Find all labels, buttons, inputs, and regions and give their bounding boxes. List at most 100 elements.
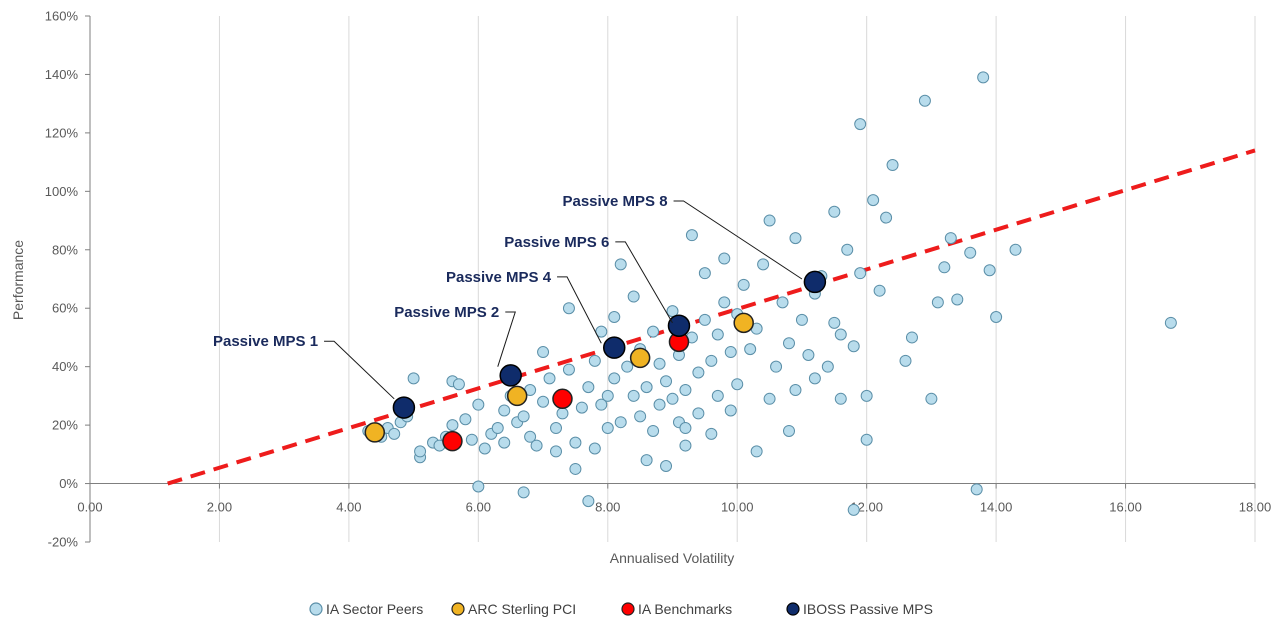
- peer-point: [763, 214, 776, 227]
- peer-point: [834, 392, 847, 405]
- peer-point: [854, 118, 867, 131]
- peer-point: [795, 313, 808, 326]
- peer-point: [698, 313, 711, 326]
- peer-point: [601, 389, 614, 402]
- peer-point: [543, 372, 556, 385]
- y-tick-label: 140%: [45, 67, 79, 82]
- peer-point: [647, 325, 660, 338]
- y-tick-label: 20%: [52, 418, 78, 433]
- peer-point: [731, 378, 744, 391]
- mps-point: [667, 314, 691, 338]
- peer-point: [562, 363, 575, 376]
- axes: 0.00 2.00 4.00 6.00 8.00 10.00 12.00 14.00 16.00…: [45, 9, 1272, 550]
- legend: IA Sector Peers ARC Sterling PCI IA Benchm…: [309, 601, 933, 617]
- peer-point: [692, 366, 705, 379]
- peer-point: [737, 278, 750, 291]
- peer-point: [530, 439, 543, 452]
- peer-point: [828, 205, 841, 218]
- peer-point: [621, 360, 634, 373]
- peer-point: [938, 261, 951, 274]
- peer-point: [550, 422, 562, 435]
- peer-point: [569, 462, 582, 475]
- annotations: Passive MPS 1 Passive MPS 2 Passive MPS 4 P…: [213, 193, 803, 400]
- peer-point: [640, 381, 653, 394]
- peer-point: [847, 340, 860, 353]
- peer-point: [608, 372, 621, 385]
- y-tick-label: 160%: [45, 9, 79, 24]
- peer-point: [524, 430, 537, 443]
- peer-point: [556, 407, 569, 420]
- annotation-label: Passive MPS 6: [504, 234, 609, 251]
- peer-point: [575, 401, 588, 414]
- peer-point: [640, 454, 653, 467]
- peer-point: [744, 343, 757, 356]
- legend-label: IBOSS Passive MPS: [803, 601, 933, 617]
- peer-point: [770, 360, 783, 373]
- peer-point: [705, 354, 718, 367]
- peer-point: [491, 422, 504, 435]
- y-tick-label: 40%: [52, 359, 78, 374]
- peer-point: [550, 445, 562, 458]
- x-tick-label: 6.00: [466, 500, 491, 515]
- peer-point: [1164, 316, 1177, 329]
- peer-point: [446, 419, 459, 432]
- annotation-label: Passive MPS 4: [446, 269, 552, 286]
- peer-point: [414, 445, 427, 458]
- arc-point: [629, 347, 651, 369]
- peer-point: [860, 433, 873, 446]
- peer-point: [841, 243, 854, 256]
- peer-point: [459, 413, 472, 426]
- peer-point: [647, 424, 660, 437]
- annotation-label: Passive MPS 8: [562, 193, 667, 210]
- arc-point: [364, 422, 386, 443]
- peer-point: [388, 427, 401, 440]
- peer-point: [925, 392, 938, 405]
- peer-point: [498, 436, 511, 449]
- annotation-label: Passive MPS 2: [394, 304, 499, 321]
- peer-point: [931, 296, 944, 309]
- peer-point: [679, 384, 692, 397]
- peer-point: [886, 159, 899, 172]
- peer-point: [679, 439, 692, 452]
- peer-point: [614, 416, 627, 429]
- trendline: [167, 148, 1256, 486]
- peer-point: [847, 503, 860, 516]
- peer-point: [692, 407, 705, 420]
- peer-point: [763, 392, 776, 405]
- peer-point: [899, 354, 912, 367]
- peer-point: [653, 398, 666, 411]
- peer-point: [588, 442, 601, 455]
- y-tick-label: 120%: [45, 125, 79, 140]
- annotation-leader-line: [557, 276, 602, 344]
- x-tick-label: 14.00: [980, 500, 1013, 515]
- peer-point: [802, 348, 815, 361]
- peer-point: [498, 404, 511, 417]
- y-tick-label: 80%: [52, 242, 78, 257]
- mps-point: [499, 364, 522, 387]
- peer-point: [666, 392, 679, 405]
- peer-point: [873, 284, 886, 297]
- peer-point: [562, 302, 575, 315]
- peer-point: [964, 246, 977, 259]
- peer-point: [595, 398, 608, 411]
- annotation-leader-line: [615, 241, 673, 324]
- peer-point: [569, 436, 582, 449]
- benchmark-point: [442, 430, 463, 452]
- peer-point: [627, 389, 640, 402]
- peer-point: [705, 427, 718, 440]
- y-tick-label: 0%: [59, 476, 78, 491]
- peer-point: [951, 293, 964, 306]
- y-tick-label: -20%: [48, 535, 79, 550]
- peer-point: [789, 384, 802, 397]
- peer-point: [860, 389, 873, 402]
- peer-point: [478, 442, 491, 455]
- legend-label: ARC Sterling PCI: [468, 601, 576, 617]
- x-tick-label: 4.00: [336, 500, 361, 515]
- peer-point: [472, 480, 485, 493]
- peer-point: [783, 424, 795, 437]
- peer-point: [724, 346, 737, 359]
- mps-point: [603, 336, 626, 359]
- peer-point: [679, 422, 692, 435]
- peer-point: [880, 211, 893, 224]
- legend-label: IA Sector Peers: [326, 601, 423, 617]
